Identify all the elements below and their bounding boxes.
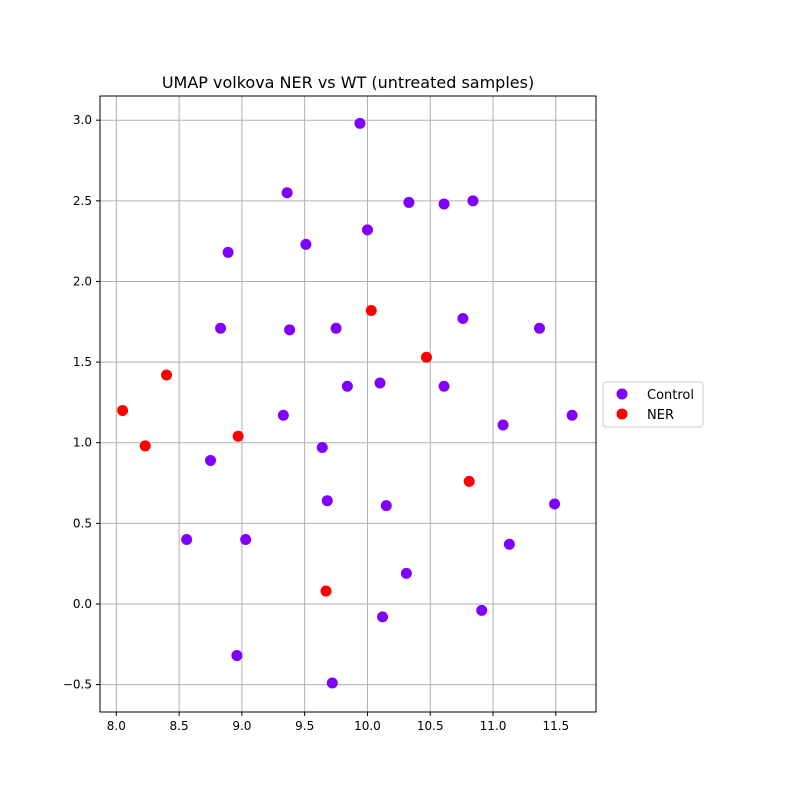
data-point-control bbox=[316, 442, 328, 454]
data-point-control bbox=[330, 322, 342, 334]
chart-title: UMAP volkova NER vs WT (untreated sample… bbox=[162, 73, 534, 92]
data-point-control bbox=[533, 322, 545, 334]
data-point-control bbox=[377, 611, 389, 623]
data-point-control bbox=[181, 533, 193, 545]
data-point-ner bbox=[420, 351, 432, 363]
plot-area-frame bbox=[99, 95, 597, 713]
data-point-control bbox=[403, 196, 415, 208]
x-tick-label: 8.0 bbox=[107, 719, 126, 733]
legend-label-ner: NER bbox=[647, 408, 674, 423]
data-point-ner bbox=[365, 304, 377, 316]
data-point-control bbox=[566, 409, 578, 421]
legend: Control NER bbox=[602, 381, 704, 428]
data-point-control bbox=[321, 495, 333, 507]
data-point-ner bbox=[463, 475, 475, 487]
legend-frame bbox=[602, 381, 704, 428]
x-tick-label: 8.5 bbox=[170, 719, 189, 733]
data-point-control bbox=[497, 419, 509, 431]
data-point-control bbox=[438, 380, 450, 392]
x-tick-label: 9.5 bbox=[295, 719, 314, 733]
data-point-ner bbox=[320, 585, 332, 597]
data-point-control bbox=[277, 409, 289, 421]
legend-marker-control bbox=[616, 388, 628, 400]
legend-label-control: Control bbox=[647, 388, 694, 403]
y-tick-label: 1.0 bbox=[73, 436, 92, 450]
axis-ticks: 8.0 8.5 9.0 9.5 10.0 10.5 11.0 11.5 −0.5 0.0 0.5 1.… bbox=[63, 113, 569, 733]
y-tick-label: 3.0 bbox=[73, 113, 92, 127]
y-tick-label: 0.0 bbox=[73, 597, 92, 611]
data-point-control bbox=[341, 380, 353, 392]
y-tick-label: 0.5 bbox=[73, 516, 92, 530]
data-point-control bbox=[205, 454, 217, 466]
data-point-ner bbox=[161, 369, 173, 381]
data-point-ner bbox=[139, 440, 151, 452]
data-point-control bbox=[222, 246, 234, 258]
data-point-control bbox=[281, 187, 293, 199]
x-tick-label: 11.0 bbox=[480, 719, 507, 733]
data-point-control bbox=[549, 498, 561, 510]
data-point-control bbox=[240, 533, 252, 545]
y-tick-label: 1.5 bbox=[73, 355, 92, 369]
data-point-control bbox=[354, 117, 366, 129]
grid-lines bbox=[100, 96, 596, 712]
data-point-control bbox=[503, 538, 515, 550]
data-point-control bbox=[374, 377, 386, 389]
x-tick-label: 10.0 bbox=[354, 719, 381, 733]
data-point-control bbox=[231, 650, 243, 662]
data-point-control bbox=[457, 313, 469, 325]
data-point-control bbox=[215, 322, 227, 334]
data-point-control bbox=[361, 224, 373, 236]
data-point-control bbox=[284, 324, 296, 336]
x-tick-label: 10.5 bbox=[417, 719, 444, 733]
data-point-control bbox=[326, 677, 338, 689]
data-point-ner bbox=[117, 404, 129, 416]
x-tick-label: 9.0 bbox=[232, 719, 251, 733]
data-point-control bbox=[438, 198, 450, 210]
data-point-ner bbox=[232, 430, 244, 442]
x-tick-label: 11.5 bbox=[542, 719, 569, 733]
data-points bbox=[117, 117, 578, 689]
data-point-control bbox=[476, 604, 488, 616]
y-tick-label: 2.5 bbox=[73, 194, 92, 208]
y-tick-label: 2.0 bbox=[73, 274, 92, 288]
y-tick-label: −0.5 bbox=[63, 678, 92, 692]
data-point-control bbox=[380, 500, 392, 512]
data-point-control bbox=[300, 238, 312, 250]
legend-marker-ner bbox=[616, 408, 628, 420]
data-point-control bbox=[400, 567, 412, 579]
legend-items: Control NER bbox=[616, 388, 694, 423]
data-point-control bbox=[467, 195, 479, 207]
